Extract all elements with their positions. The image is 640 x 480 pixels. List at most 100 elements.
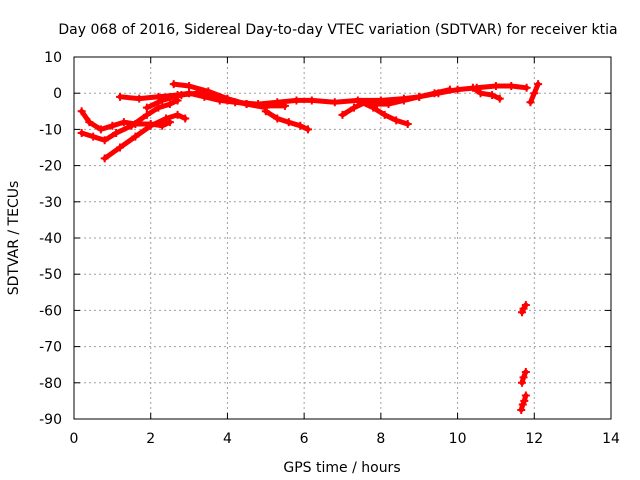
- series-track-13: [518, 367, 530, 387]
- tick-layer: [73, 56, 612, 420]
- data-point: [468, 83, 477, 92]
- data-point: [519, 373, 528, 382]
- grid-layer: [74, 57, 611, 419]
- data-point: [77, 129, 86, 138]
- data-point: [507, 81, 516, 90]
- series-track-7: [261, 107, 312, 134]
- data-point: [530, 89, 539, 98]
- data-point: [280, 101, 289, 110]
- series-track-11: [526, 80, 543, 107]
- y-tick-label: -40: [39, 231, 62, 247]
- data-point: [85, 118, 94, 127]
- data-point: [273, 114, 282, 123]
- data-point: [380, 110, 389, 119]
- data-point: [158, 96, 167, 105]
- data-point: [100, 136, 109, 145]
- y-tick-label: -80: [39, 376, 62, 392]
- y-tick-label: 0: [53, 86, 62, 102]
- data-point: [100, 154, 109, 163]
- y-tick-label: -50: [39, 267, 62, 283]
- data-point: [135, 94, 144, 103]
- data-point: [330, 98, 339, 107]
- x-tick-label: 2: [146, 431, 155, 447]
- data-point: [116, 143, 125, 152]
- series-track-14: [517, 391, 530, 414]
- data-point: [127, 121, 136, 130]
- data-point: [177, 91, 186, 100]
- x-tick-label: 0: [70, 431, 79, 447]
- data-point: [534, 80, 543, 89]
- data-point: [89, 132, 98, 141]
- data-point: [142, 103, 151, 112]
- data-point: [521, 391, 530, 400]
- data-point: [108, 121, 117, 130]
- data-point: [208, 92, 217, 101]
- data-point: [399, 96, 408, 105]
- data-point: [192, 89, 201, 98]
- data-point: [96, 125, 105, 134]
- y-tick-label: -60: [39, 303, 62, 319]
- data-point: [373, 100, 382, 109]
- data-point: [520, 396, 529, 405]
- data-point: [284, 118, 293, 127]
- data-point: [146, 121, 155, 130]
- data-point: [521, 300, 530, 309]
- y-axis-label: SDTVAR / TECUs: [6, 181, 22, 296]
- data-point: [488, 91, 497, 100]
- series-track-6: [142, 89, 289, 112]
- data-point: [131, 132, 140, 141]
- x-tick-label: 14: [602, 431, 620, 447]
- chart-title: Day 068 of 2016, Sidereal Day-to-day VTE…: [58, 22, 617, 38]
- x-tick-label: 10: [449, 431, 467, 447]
- data-point: [162, 114, 171, 123]
- data-point: [119, 118, 128, 127]
- data-point: [261, 107, 270, 116]
- series-track-12: [518, 300, 530, 317]
- data-point: [392, 116, 401, 125]
- y-tick-label: -90: [39, 412, 62, 428]
- y-tick-labels: 10 0 -10 -20 -30 -40 -50 -60 -70 -80 -90: [39, 50, 62, 428]
- series-layer: [77, 80, 543, 414]
- data-point: [338, 110, 347, 119]
- data-point: [158, 121, 167, 130]
- x-tick-label: 4: [223, 431, 232, 447]
- data-point: [521, 367, 530, 376]
- data-point: [526, 98, 535, 107]
- y-tick-label: -20: [39, 159, 62, 175]
- data-point: [415, 92, 424, 101]
- data-point: [495, 94, 504, 103]
- data-point: [242, 100, 251, 109]
- data-point: [307, 96, 316, 105]
- data-point: [430, 89, 439, 98]
- data-point: [181, 114, 190, 123]
- data-point: [154, 103, 163, 112]
- y-tick-label: -30: [39, 195, 62, 211]
- data-point: [403, 119, 412, 128]
- data-point: [350, 103, 359, 112]
- data-point: [303, 125, 312, 134]
- y-tick-label: -10: [39, 122, 62, 138]
- x-axis-label: GPS time / hours: [283, 460, 400, 476]
- data-point: [142, 110, 151, 119]
- data-point: [384, 100, 393, 109]
- x-tick-label: 6: [300, 431, 309, 447]
- data-point: [185, 81, 194, 90]
- data-point: [165, 100, 174, 109]
- x-tick-label: 8: [376, 431, 385, 447]
- data-point: [116, 92, 125, 101]
- data-point: [169, 80, 178, 89]
- y-tick-label: -70: [39, 340, 62, 356]
- data-point: [518, 378, 527, 387]
- data-point: [445, 85, 454, 94]
- series-line: [470, 85, 503, 102]
- data-point: [453, 85, 462, 94]
- x-tick-label: 12: [525, 431, 543, 447]
- y-tick-label: 10: [44, 50, 62, 66]
- data-point: [77, 107, 86, 116]
- data-point: [491, 81, 500, 90]
- data-point: [223, 96, 232, 105]
- data-point: [112, 129, 121, 138]
- data-point: [292, 96, 301, 105]
- data-point: [476, 89, 485, 98]
